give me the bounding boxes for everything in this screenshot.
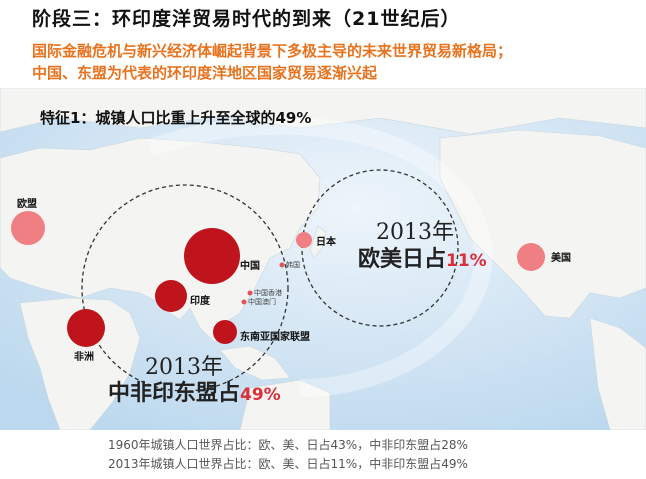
east-group-share-text: 欧美日占 (358, 247, 447, 272)
west-group-share: 中非印东盟占49% (108, 382, 281, 407)
east-group-share: 欧美日占11% (358, 248, 487, 273)
bubble-asean (213, 320, 237, 344)
africa-land (19, 297, 141, 430)
footer-line-1960: 1960年城镇人口世界占比：欧、美、日占43%，中非印东盟占28% (108, 438, 468, 452)
label-hongkong: 中国香港 (254, 289, 282, 297)
footer-line-2013: 2013年城镇人口世界占比：欧、美、日占11%，中非印东盟占49% (108, 457, 468, 471)
label-asean: 东南亚国家联盟 (240, 332, 310, 343)
bubble-africa (67, 309, 105, 347)
bubble-china (184, 228, 240, 284)
dot-macao (241, 299, 247, 305)
dot-hongkong (247, 290, 253, 296)
arctic-land (0, 88, 646, 135)
bubble-usa (517, 243, 545, 271)
west-group-share-text: 中非印东盟占 (108, 381, 241, 406)
japan-land (309, 225, 327, 259)
west-group-year: 2013年 (145, 355, 223, 380)
watermark-swirl (146, 116, 492, 397)
label-usa: 美国 (551, 253, 571, 264)
dot-korea (279, 262, 285, 268)
label-china: 中国 (240, 261, 260, 272)
feature-label: 特征1：城镇人口比重上升至全球的49% (40, 109, 312, 127)
label-africa: 非洲 (74, 352, 94, 363)
subtitle-line-2: 中国、东盟为代表的环印度洋地区国家贸易逐渐兴起 (32, 64, 378, 82)
label-india: 印度 (190, 296, 210, 307)
bubble-eu (11, 211, 45, 245)
group-circle-east (301, 169, 459, 327)
south-america-land (589, 317, 646, 430)
east-group-year: 2013年 (376, 220, 454, 245)
subtitle-line-1: 国际金融危机与新兴经济体崛起背景下多极主导的未来世界贸易新格局； (32, 42, 513, 60)
australia-land (239, 379, 331, 430)
group-circle-west (81, 184, 289, 392)
east-group-share-pct: 11% (446, 251, 487, 271)
bubble-japan (296, 232, 312, 248)
bubble-india (155, 280, 187, 312)
label-japan: 日本 (316, 237, 336, 248)
label-korea: 韩国 (286, 261, 300, 269)
label-eu: 欧盟 (17, 199, 37, 210)
world-map-panel: 特征1：城镇人口比重上升至全球的49% 欧盟 中国 印度 非洲 东南亚国家联盟 … (0, 88, 646, 430)
world-map (0, 88, 646, 430)
north-america-land (439, 129, 646, 319)
west-group-share-pct: 49% (240, 385, 281, 405)
label-macao: 中国澳门 (248, 298, 276, 306)
land-masses (0, 88, 646, 430)
eurasia-land (0, 137, 321, 344)
page-title: 阶段三：环印度洋贸易时代的到来（21世纪后） (32, 8, 461, 30)
